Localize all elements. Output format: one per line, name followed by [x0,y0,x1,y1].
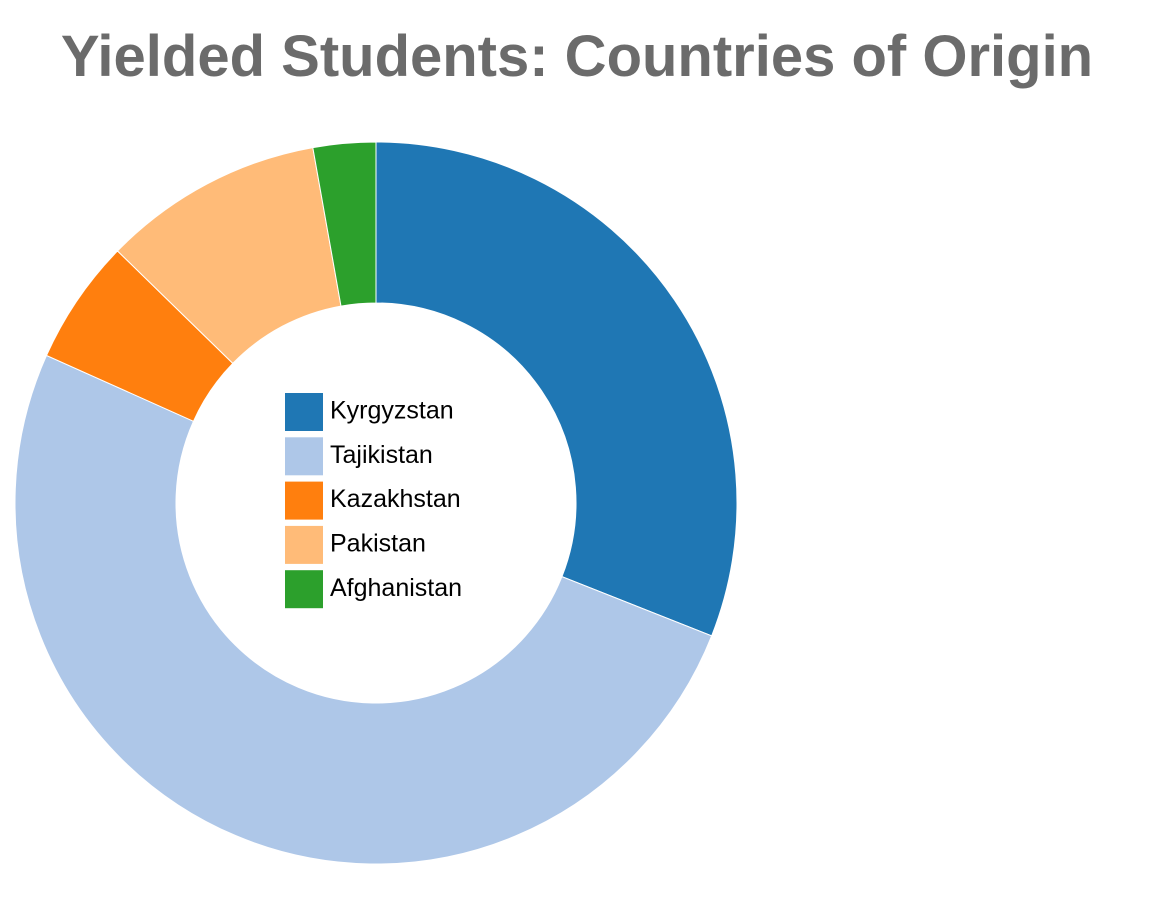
legend-label: Pakistan [330,530,426,558]
legend-swatch [285,570,323,609]
legend-swatch [285,525,323,564]
donut-slice [14,354,713,865]
legend-swatch [285,437,323,476]
legend-label: Afghanistan [330,574,462,602]
legend-swatch [285,481,323,520]
donut-slice [375,141,738,637]
legend-label: Kyrgyzstan [330,397,454,425]
donut-slice [312,141,377,307]
legend-label: Tajikistan [330,441,433,469]
legend-swatch [285,393,323,431]
chart-title: Yielded Students: Countries of Origin [61,24,1093,89]
legend-label: Kazakhstan [330,485,461,513]
